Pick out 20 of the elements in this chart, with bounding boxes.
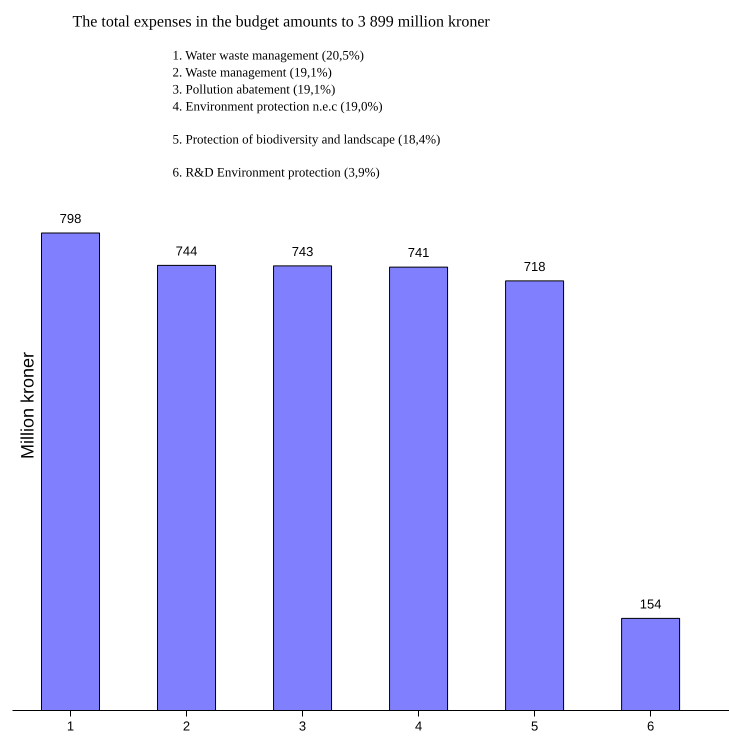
- x-tick-label: 4: [414, 718, 422, 734]
- text: 3. Pollution abatement (19,1%): [172, 82, 336, 96]
- data-label: 743: [292, 244, 314, 259]
- text: 1. Water waste management (20,5%): [172, 48, 364, 62]
- data-label: 798: [60, 211, 82, 226]
- text: 2. Waste management (19,1%): [172, 64, 332, 80]
- y-axis-title: Million kroner: [18, 352, 38, 460]
- data-label: 154: [640, 596, 662, 612]
- chart-title: The total expenses in the budget amounts to 3 899 million kroner: [72, 14, 490, 30]
- x-tick-label: 2: [182, 718, 190, 734]
- x-tick-label: 6: [646, 718, 654, 734]
- text: 4. Environment protection n.e.c (19,0%): [172, 98, 383, 114]
- x-tick-label: 5: [530, 718, 538, 734]
- data-label: 718: [524, 258, 546, 274]
- x-tick-label: 1: [66, 718, 74, 734]
- x-tick-label: 3: [298, 718, 306, 734]
- data-label: 744: [176, 243, 198, 258]
- text: 5. Protection of biodiversity and landscape (18,4%): [172, 132, 440, 146]
- data-label: 741: [408, 245, 430, 260]
- text: 6. R&D Environment protection (3,9%): [172, 164, 380, 180]
